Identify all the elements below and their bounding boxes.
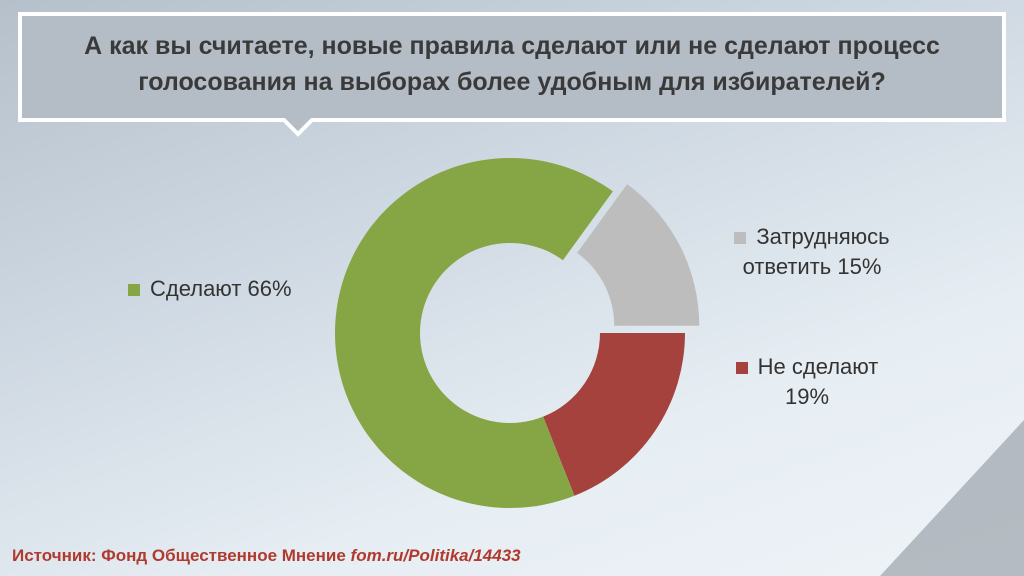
data-label: Не сделают 19% bbox=[722, 352, 892, 412]
category-label: Сделают bbox=[150, 276, 242, 301]
value-label: 19% bbox=[784, 384, 830, 409]
category-label: Не сделают bbox=[757, 354, 879, 379]
legend-swatch bbox=[734, 232, 747, 245]
corner-decoration bbox=[880, 420, 1024, 576]
chart-title: А как вы считаете, новые правила сделают… bbox=[84, 32, 940, 96]
source-link: fom.ru/Politika/14433 bbox=[350, 546, 521, 565]
data-label: Сделают 66% bbox=[128, 274, 348, 304]
category-label: Затрудняюсь ответить bbox=[742, 224, 890, 279]
donut-segment bbox=[334, 157, 613, 509]
value-label: 66% bbox=[247, 276, 292, 301]
data-label: Затрудняюсь ответить 15% bbox=[712, 222, 912, 282]
value-label: 15% bbox=[837, 254, 882, 279]
legend-swatch bbox=[128, 284, 140, 297]
source-text: Источник: Фонд Общественное Мнение bbox=[12, 546, 346, 565]
source: Источник: Фонд Общественное Мнение fom.r… bbox=[12, 546, 521, 566]
donut-segment bbox=[577, 184, 700, 326]
title-box bbox=[18, 12, 1006, 137]
legend-swatch bbox=[735, 362, 748, 375]
donut-segment bbox=[543, 333, 685, 496]
